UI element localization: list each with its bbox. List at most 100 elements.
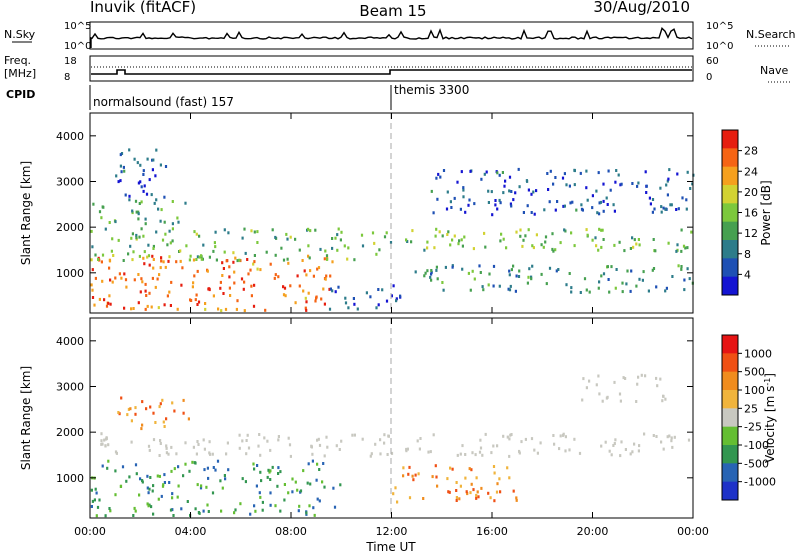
power-cell — [488, 272, 491, 276]
power-cell — [510, 268, 513, 272]
velocity-cell — [216, 459, 220, 463]
power-cell — [109, 302, 112, 306]
power-cell — [490, 190, 493, 194]
power-cell — [155, 230, 158, 234]
velocity-cell — [311, 459, 314, 463]
power-cell — [449, 243, 452, 247]
power-cell — [542, 245, 545, 249]
velocity-cell — [184, 441, 187, 445]
velocity-cell — [461, 444, 464, 448]
power-cell — [118, 272, 121, 276]
power-cell — [294, 301, 297, 305]
power-cell — [463, 235, 466, 239]
velocity-panel: 1000 2000 3000 4000 Slant Range [km] 1000 50… — [19, 317, 778, 519]
power-panel: 1000 2000 3000 4000 Slant Range [km] 4 8 12 16… — [19, 112, 773, 314]
power-cell — [528, 267, 531, 271]
freq-tick-top: 18 — [64, 56, 77, 67]
velocity-cell — [219, 479, 222, 483]
velocity-cell — [312, 506, 315, 510]
power-cell — [108, 266, 111, 270]
velocity-cell — [134, 463, 138, 467]
power-cell — [168, 229, 171, 233]
power-cell — [670, 203, 673, 207]
velocity-cell — [196, 440, 199, 443]
velocity-cell — [152, 438, 156, 442]
power-cell — [498, 198, 501, 202]
power-cell — [629, 289, 632, 293]
power-cell — [123, 306, 126, 310]
power-cell — [668, 168, 671, 172]
colorbar-tick-label: -500 — [744, 457, 769, 470]
velocity-cell — [664, 397, 667, 401]
power-cell — [414, 270, 417, 274]
power-cell — [147, 254, 151, 258]
velocity-cell — [146, 486, 149, 490]
velocity-cell — [175, 452, 178, 456]
power-cell — [430, 272, 433, 276]
velocity-cell — [487, 491, 490, 495]
velocity-cell — [317, 437, 320, 441]
power-cell — [137, 181, 140, 185]
power-cell — [461, 244, 464, 248]
power-cell — [554, 176, 557, 179]
velocity-cell — [370, 452, 373, 456]
velocity-cell — [605, 396, 608, 400]
power-cell — [282, 293, 286, 297]
velocity-cell — [455, 489, 458, 492]
power-cell — [212, 294, 215, 298]
power-cell — [464, 210, 467, 214]
power-cell — [283, 286, 287, 290]
velocity-cell — [307, 462, 310, 466]
velocity-cell — [177, 484, 180, 488]
velocity-cell — [269, 478, 272, 481]
velocity-cell — [309, 482, 312, 486]
power-cell — [456, 180, 459, 184]
power-cell — [597, 286, 600, 290]
velocity-cell — [466, 492, 469, 496]
power-cell — [659, 186, 662, 190]
power-cell — [219, 286, 222, 290]
velocity-cell — [353, 433, 356, 437]
power-cell — [98, 297, 101, 301]
power-cell — [319, 247, 322, 251]
power-cell — [547, 188, 550, 191]
power-cell — [579, 291, 582, 294]
power-cell — [517, 275, 521, 278]
velocity-colorbar-label: Velocity [m s-1] — [763, 373, 778, 463]
power-cell — [328, 307, 332, 311]
power-cell — [195, 258, 198, 261]
velocity-cell — [197, 443, 200, 446]
velocity-cell — [476, 490, 479, 494]
power-cell — [598, 201, 601, 205]
power-cell — [385, 231, 388, 235]
power-cell — [148, 291, 151, 295]
power-cell — [552, 249, 555, 253]
colorbar-segment — [722, 335, 738, 354]
power-cell — [546, 172, 549, 175]
velocity-cell — [595, 383, 598, 387]
colorbar-tick-label: 100 — [744, 384, 765, 397]
velocity-cell — [163, 473, 166, 477]
power-cell — [152, 244, 155, 248]
velocity-cell — [253, 504, 256, 508]
power-cell — [615, 169, 618, 172]
cpid-segment-2: themis 3300 — [394, 83, 469, 97]
velocity-cell — [325, 435, 328, 439]
power-cell — [530, 192, 533, 196]
power-cell — [331, 260, 334, 264]
power-cell — [213, 241, 216, 245]
power-cell — [124, 278, 128, 282]
power-cell — [208, 255, 211, 259]
velocity-cell — [149, 476, 152, 479]
velocity-cell — [673, 435, 676, 439]
velocity-cell — [259, 495, 262, 499]
power-cell — [651, 268, 654, 272]
power-cell — [256, 267, 259, 271]
power-cell — [645, 184, 648, 188]
power-cell — [158, 273, 161, 277]
power-cell — [563, 228, 566, 232]
power-cell — [680, 249, 683, 253]
power-cell — [676, 172, 679, 176]
velocity-cell — [313, 513, 316, 517]
power-cell — [269, 262, 272, 266]
